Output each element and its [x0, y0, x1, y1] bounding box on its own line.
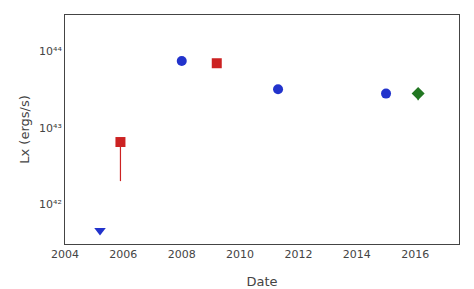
svg-text:2010: 2010: [226, 248, 254, 261]
svg-text:10⁴³: 10⁴³: [39, 122, 62, 135]
svg-text:2016: 2016: [401, 248, 429, 261]
svg-text:10⁴²: 10⁴²: [39, 198, 62, 211]
svg-text:Date: Date: [246, 274, 277, 289]
svg-text:2012: 2012: [284, 248, 312, 261]
svg-text:10⁴⁴: 10⁴⁴: [39, 45, 62, 58]
svg-text:2006: 2006: [109, 248, 137, 261]
svg-text:Lx (ergs/s): Lx (ergs/s): [17, 95, 32, 164]
svg-text:2004: 2004: [51, 248, 79, 261]
svg-text:2008: 2008: [168, 248, 196, 261]
svg-text:2014: 2014: [343, 248, 371, 261]
